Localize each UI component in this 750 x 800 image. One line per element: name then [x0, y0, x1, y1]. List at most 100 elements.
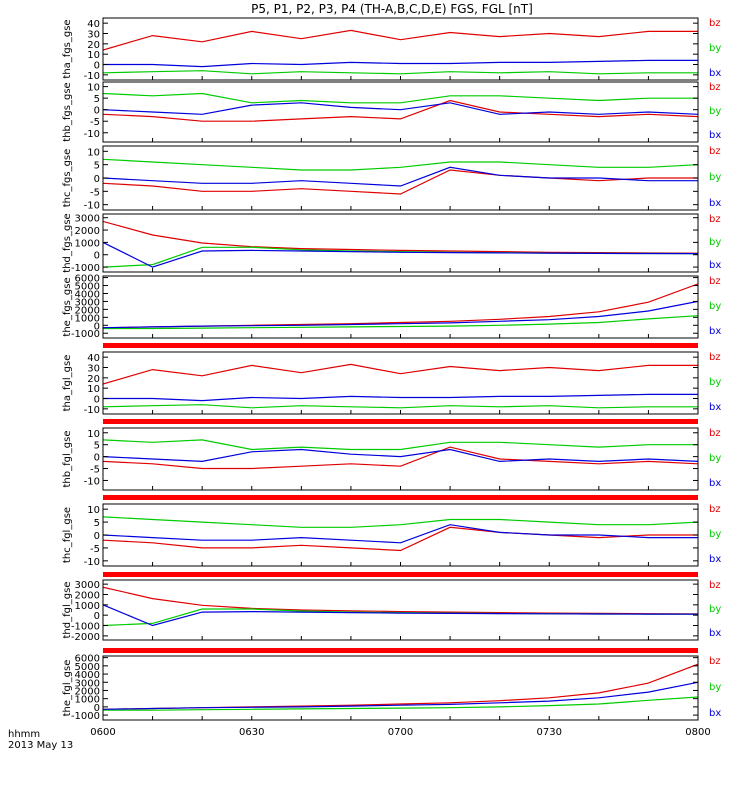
y-tick-label: 20: [87, 374, 100, 385]
y-axis-title: thd_fgs_gse: [62, 213, 73, 272]
y-tick-label: 6000: [75, 274, 100, 285]
y-axis-title: thc_fgl_gse: [62, 507, 73, 563]
legend-bz: bz: [709, 214, 721, 225]
series-bz-line: [103, 526, 698, 552]
y-tick-label: -5: [90, 465, 100, 476]
legend-bx: bx: [709, 554, 721, 565]
y-tick-label: -10: [84, 557, 100, 568]
series-bx-line: [103, 300, 698, 329]
y-tick-label: 0: [94, 453, 100, 464]
legend-bz: bz: [709, 656, 721, 667]
y-axis-title: tha_fgl_gse: [62, 355, 73, 412]
legend-bx: bx: [709, 130, 721, 141]
series-bx-line: [103, 241, 698, 268]
y-axis-title: thb_fgs_gse: [62, 82, 73, 141]
legend-bx: bx: [709, 708, 721, 719]
legend-bz: bz: [709, 18, 721, 29]
legend-by: by: [709, 529, 721, 540]
x-tick-label: 0600: [90, 727, 115, 738]
legend-bz: bz: [709, 146, 721, 157]
y-tick-label: 1000: [75, 601, 100, 612]
separator-bar: [103, 495, 698, 500]
legend-bz: bz: [709, 276, 721, 287]
y-tick-label: -10: [84, 201, 100, 212]
y-tick-label: 4000: [75, 670, 100, 681]
y-tick-label: 5000: [75, 282, 100, 293]
y-tick-label: 40: [87, 19, 100, 30]
y-tick-label: 3000: [75, 580, 100, 591]
series-bx-line: [103, 524, 698, 544]
legend-by: by: [709, 453, 721, 464]
series-by-line: [103, 404, 698, 409]
panel-thc_fgl_gse: 10 5 0 -5 -10 thc_fgl_gse bz by bx: [62, 503, 721, 568]
x-tick-label: 0630: [239, 727, 264, 738]
y-tick-label: 0: [94, 611, 100, 622]
legend-by: by: [709, 377, 721, 388]
y-tick-label: 5: [94, 161, 100, 172]
y-tick-label: 5: [94, 94, 100, 105]
y-axis-title: tha_fgs_gse: [62, 19, 73, 78]
series-bz-line: [103, 220, 698, 254]
y-tick-label: 0: [94, 61, 100, 72]
y-tick-label: 30: [87, 30, 100, 41]
y-axis-title: the_fgl_gse: [62, 660, 73, 717]
series-by-line: [103, 70, 698, 75]
legend-by: by: [709, 237, 721, 248]
panel-frame: [102, 81, 699, 143]
y-axis-title: the_fgs_gse: [62, 277, 73, 336]
y-tick-label: 5: [94, 441, 100, 452]
series-bz-line: [103, 99, 698, 122]
legend-bx: bx: [709, 260, 721, 271]
legend-by: by: [709, 43, 721, 54]
y-tick-label: 3000: [75, 214, 100, 225]
y-axis-title: thc_fgs_gse: [62, 149, 73, 208]
y-tick-label: 0: [94, 174, 100, 185]
legend-bx: bx: [709, 326, 721, 337]
y-tick-label: -5: [90, 117, 100, 128]
y-tick-label: 0: [94, 531, 100, 542]
y-tick-label: -10: [84, 405, 100, 416]
legend-bx: bx: [709, 478, 721, 489]
series-bx-line: [103, 102, 698, 115]
legend-bx: bx: [709, 68, 721, 79]
y-tick-label: 2000: [75, 686, 100, 697]
legend-bz: bz: [709, 352, 721, 363]
series-bz-line: [103, 363, 698, 385]
legend-bx: bx: [709, 402, 721, 413]
y-tick-label: 10: [87, 83, 100, 94]
y-tick-label: -10: [84, 476, 100, 487]
y-tick-label: 0: [94, 106, 100, 117]
y-tick-label: 0: [94, 321, 100, 332]
y-tick-label: 5000: [75, 662, 100, 673]
series-bx-line: [103, 448, 698, 463]
y-tick-label: 3000: [75, 678, 100, 689]
legend-bz: bz: [709, 82, 721, 93]
legend-bz: bz: [709, 580, 721, 591]
y-tick-label: 0: [94, 251, 100, 262]
panel-frame: [102, 579, 699, 641]
series-bx-line: [103, 393, 698, 402]
x-tick-label: 0730: [537, 727, 562, 738]
series-by-line: [103, 516, 698, 528]
series-bz-line: [103, 283, 698, 329]
y-tick-label: 1000: [75, 695, 100, 706]
y-tick-label: 2000: [75, 305, 100, 316]
y-tick-label: -2000: [71, 632, 100, 643]
y-tick-label: 2000: [75, 590, 100, 601]
date-label: 2013 May 13: [8, 740, 73, 751]
plot-title: P5, P1, P2, P3, P4 (TH-A,B,C,D,E) FGS, F…: [251, 2, 533, 16]
y-tick-label: 30: [87, 364, 100, 375]
series-bz-line: [103, 169, 698, 195]
y-tick-label: -5: [90, 187, 100, 198]
series-by-line: [103, 696, 698, 711]
legend-by: by: [709, 604, 721, 615]
legend-by: by: [709, 301, 721, 312]
legend-bx: bx: [709, 628, 721, 639]
